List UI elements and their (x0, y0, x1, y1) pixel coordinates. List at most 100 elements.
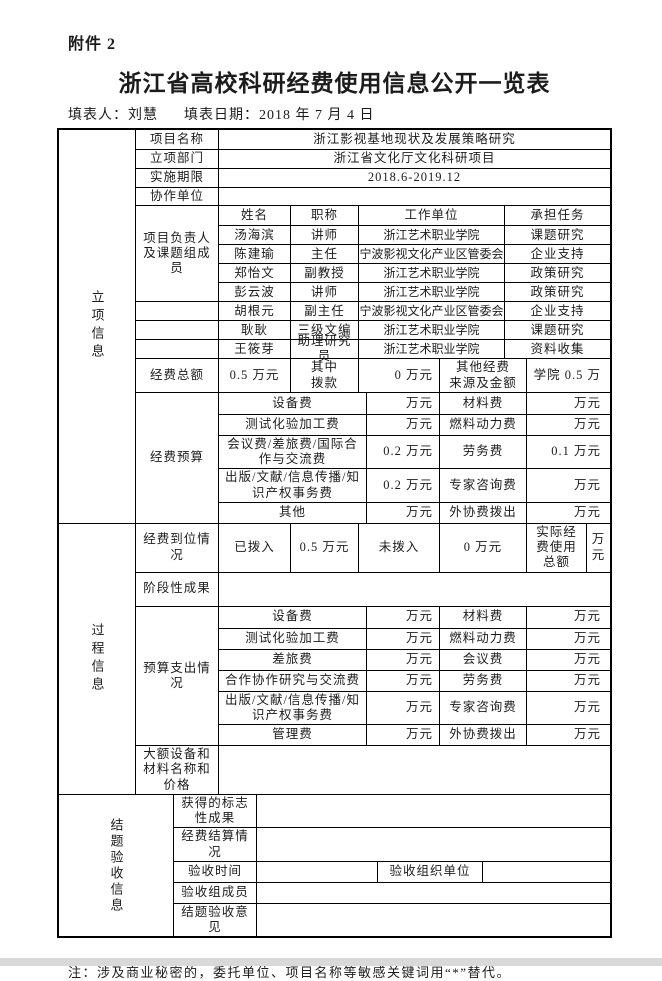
spending-amount: 万元 (526, 606, 610, 628)
budget-label: 经费预算 (149, 450, 204, 465)
stage-results-value (218, 572, 610, 606)
project-name-label: 项目名称 (149, 131, 204, 146)
total-fund-value: 0.5 万元 (218, 359, 290, 392)
col-header-name: 姓名 (218, 206, 290, 226)
member-task: 企业支持 (504, 245, 610, 264)
table-row: 阶段性成果 (136, 571, 610, 606)
member-task: 资料收集 (504, 340, 610, 359)
paid-in-value: 0.5 万元 (290, 523, 358, 572)
actual-used-value: 万元 (586, 523, 610, 572)
table-row: 获得的标志性成果 (174, 794, 610, 828)
member-name: 郑怡文 (218, 264, 290, 283)
budget-row: 设备费 万元 材料费 万元 (218, 392, 610, 414)
unpaid-value: 0 万元 (439, 523, 526, 572)
team-member-row: 陈建瑜 主任 宁波影视文化产业区管委会 企业支持 (218, 244, 610, 264)
col-header-title: 职称 (290, 206, 358, 226)
member-name: 陈建瑜 (218, 245, 290, 264)
spending-amount: 万元 (366, 649, 439, 670)
member-title: 副主任 (290, 302, 358, 321)
member-title: 副教授 (290, 264, 358, 283)
section-vertical-label: 结题验收信息 (108, 817, 124, 914)
scan-edge-artifact (0, 958, 662, 966)
team-block: 项目负责人及课题组成员 姓名 职称 工作单位 承担任务 汤海 (136, 205, 610, 363)
partner-unit-label: 协作单位 (149, 189, 204, 203)
table-row: 立项部门 浙江省文化厅文化科研项目 (136, 149, 610, 168)
budget-item: 外协费拨出 (439, 502, 526, 523)
spending-item: 差旅费 (218, 649, 366, 670)
budget-item: 燃料动力费 (439, 414, 526, 435)
table-row: 经费结算情况 (174, 827, 610, 861)
acceptance-opinion-label: 结题验收意见 (181, 904, 249, 934)
team-label-empty-cell (136, 320, 218, 339)
budget-amount: 万元 (366, 392, 439, 414)
acceptance-opinion-value (256, 903, 610, 937)
project-name-value: 浙江影视基地现状及发展策略研究 (218, 130, 610, 149)
budget-amount: 万元 (366, 502, 439, 523)
spending-block: 预算支出情况 设备费 万元 材料费 万元 测试化验加工费 万元 燃料动力费 (136, 605, 610, 745)
section-acceptance-info: 结题验收信息 获得的标志性成果 经费结算情况 验收时间 验收组织单位 (59, 793, 610, 937)
spending-item: 测试化验加工费 (218, 628, 366, 649)
spending-item: 管理费 (218, 725, 366, 745)
allocated-label: 其中 拨款 (290, 359, 358, 392)
spending-row: 设备费 万元 材料费 万元 (218, 606, 610, 628)
fund-arrival-label: 经费到位情况 (143, 532, 211, 562)
budget-row: 测试化验加工费 万元 燃料动力费 万元 (218, 413, 610, 435)
spending-amount: 万元 (366, 691, 439, 724)
member-name: 耿耿 (218, 321, 290, 340)
budget-amount: 万元 (526, 469, 610, 502)
landmark-results-value (256, 794, 610, 828)
budget-item: 其他 (218, 502, 366, 523)
acceptance-time-row: 验收时间 验收组织单位 (174, 860, 610, 882)
budget-block: 经费预算 设备费 万元 材料费 万元 测试化验加工费 万元 燃料动力费 万元 (136, 391, 610, 523)
major-equipment-value (218, 746, 610, 794)
table-row: 结题验收意见 (174, 902, 610, 937)
other-source-value: 学院 0.5 万 (526, 359, 610, 392)
section-project-initiation: 立项信息 项目名称 浙江影视基地现状及发展策略研究 立项部门 浙江省文化厅文化科… (59, 130, 610, 523)
member-task: 政策研究 (504, 283, 610, 302)
member-task: 政策研究 (504, 264, 610, 283)
acceptance-org-label: 验收组织单位 (377, 861, 482, 882)
team-member-row: 郑怡文 副教授 浙江艺术职业学院 政策研究 (218, 263, 610, 283)
member-title: 助理研究员 (290, 334, 358, 363)
spending-item: 燃料动力费 (439, 628, 526, 649)
member-name: 王筱芽 (218, 340, 290, 359)
spending-row: 出版/文献/信息传播/知识产权事务费 万元 专家咨询费 万元 (218, 690, 610, 724)
budget-row: 其他 万元 外协费拨出 万元 (218, 501, 610, 523)
spending-item: 出版/文献/信息传播/知识产权事务费 (218, 691, 366, 724)
member-org: 宁波影视文化产业区管委会 (358, 245, 504, 264)
major-equipment-label: 大额设备和材料名称和价格 (143, 747, 211, 792)
paid-in-label: 已拨入 (218, 523, 290, 572)
budget-amount: 0.2 万元 (366, 469, 439, 502)
member-org: 浙江艺术职业学院 (358, 283, 504, 302)
filler-label: 填表人： (68, 108, 128, 123)
spending-amount: 万元 (366, 606, 439, 628)
member-org: 宁波影视文化产业区管委会 (358, 302, 504, 321)
unpaid-label: 未拨入 (358, 523, 439, 572)
spending-item: 劳务费 (439, 670, 526, 691)
budget-amount: 0.2 万元 (366, 435, 439, 469)
form-meta-line: 填表人：刘慧 填表日期：2018 年 7 月 4 日 (68, 104, 612, 124)
page-title: 浙江省高校科研经费使用信息公开一览表 (118, 71, 551, 96)
member-task: 课题研究 (504, 321, 610, 340)
filler-name: 刘慧 (128, 108, 158, 123)
team-label: 项目负责人及课题组成员 (143, 230, 211, 276)
budget-item: 劳务费 (439, 435, 526, 469)
section-vertical-label: 立项信息 (89, 290, 105, 363)
attachment-label: 附件 2 (68, 36, 117, 53)
spending-amount: 万元 (526, 725, 610, 745)
date-value: 2018 年 7 月 4 日 (259, 108, 375, 123)
budget-amount: 万元 (366, 414, 439, 435)
section-vertical-label-cell: 立项信息 (59, 130, 136, 523)
member-name: 胡根元 (218, 302, 290, 321)
section-vertical-label-cell: 过程信息 (59, 523, 136, 794)
budget-item: 设备费 (218, 392, 366, 414)
section-vertical-label-cell: 结题验收信息 (59, 794, 174, 937)
budget-amount: 0.1 万元 (526, 435, 610, 469)
spending-row: 测试化验加工费 万元 燃料动力费 万元 (218, 627, 610, 649)
budget-row: 出版/文献/信息传播/知识产权事务费 0.2 万元 专家咨询费 万元 (218, 468, 610, 502)
stage-results-label: 阶段性成果 (143, 581, 211, 596)
total-fund-row: 经费总额 0.5 万元 其中 拨款 0 万元 其他经费 来源及金额 学院 0.5… (136, 358, 610, 392)
team-member-row: 彭云波 讲师 浙江艺术职业学院 政策研究 (218, 282, 610, 302)
team-member-row: 王筱芽 助理研究员 浙江艺术职业学院 资料收集 (218, 334, 610, 363)
member-name: 彭云波 (218, 283, 290, 302)
